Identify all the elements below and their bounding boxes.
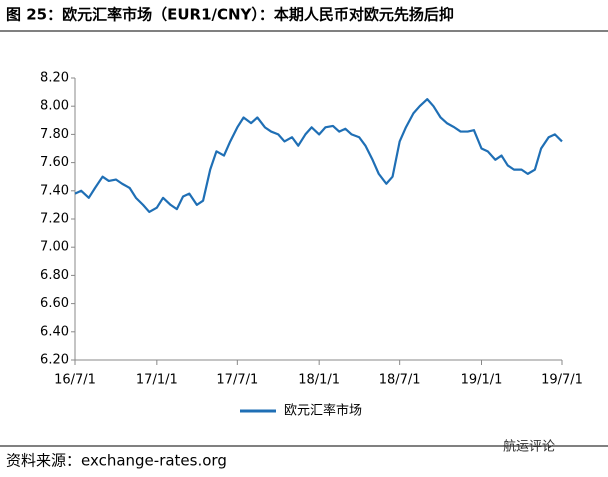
x-tick-label: 17/1/1 — [136, 373, 178, 388]
x-tick-label: 16/7/1 — [54, 373, 96, 388]
y-tick-label: 6.60 — [40, 296, 69, 311]
y-tick-label: 6.40 — [40, 324, 69, 339]
y-tick-label: 8.20 — [40, 71, 69, 86]
x-tick-label: 18/7/1 — [379, 373, 421, 388]
y-tick-label: 7.80 — [40, 127, 69, 142]
legend-label: 欧元汇率市场 — [284, 403, 362, 419]
y-tick-label: 6.20 — [40, 353, 69, 368]
data-line — [74, 98, 563, 214]
chart-title: 图 25：欧元汇率市场（EUR1/CNY）：本期人民币对欧元先扬后抑 — [6, 6, 454, 24]
x-tick-label: 19/7/1 — [541, 373, 583, 388]
y-tick-label: 7.20 — [40, 212, 69, 227]
y-tick-label: 7.00 — [40, 240, 69, 255]
y-tick-label: 7.40 — [40, 183, 69, 198]
y-tick-label: 8.00 — [40, 99, 69, 114]
x-tick-label: 19/1/1 — [461, 373, 503, 388]
x-tick-label: 17/7/1 — [216, 373, 258, 388]
y-tick-label: 6.80 — [40, 268, 69, 283]
x-tick-label: 18/1/1 — [298, 373, 340, 388]
y-tick-label: 7.60 — [40, 155, 69, 170]
source: 资料来源：exchange-rates.org — [6, 452, 227, 470]
watermark: 航运评论 — [503, 439, 555, 455]
